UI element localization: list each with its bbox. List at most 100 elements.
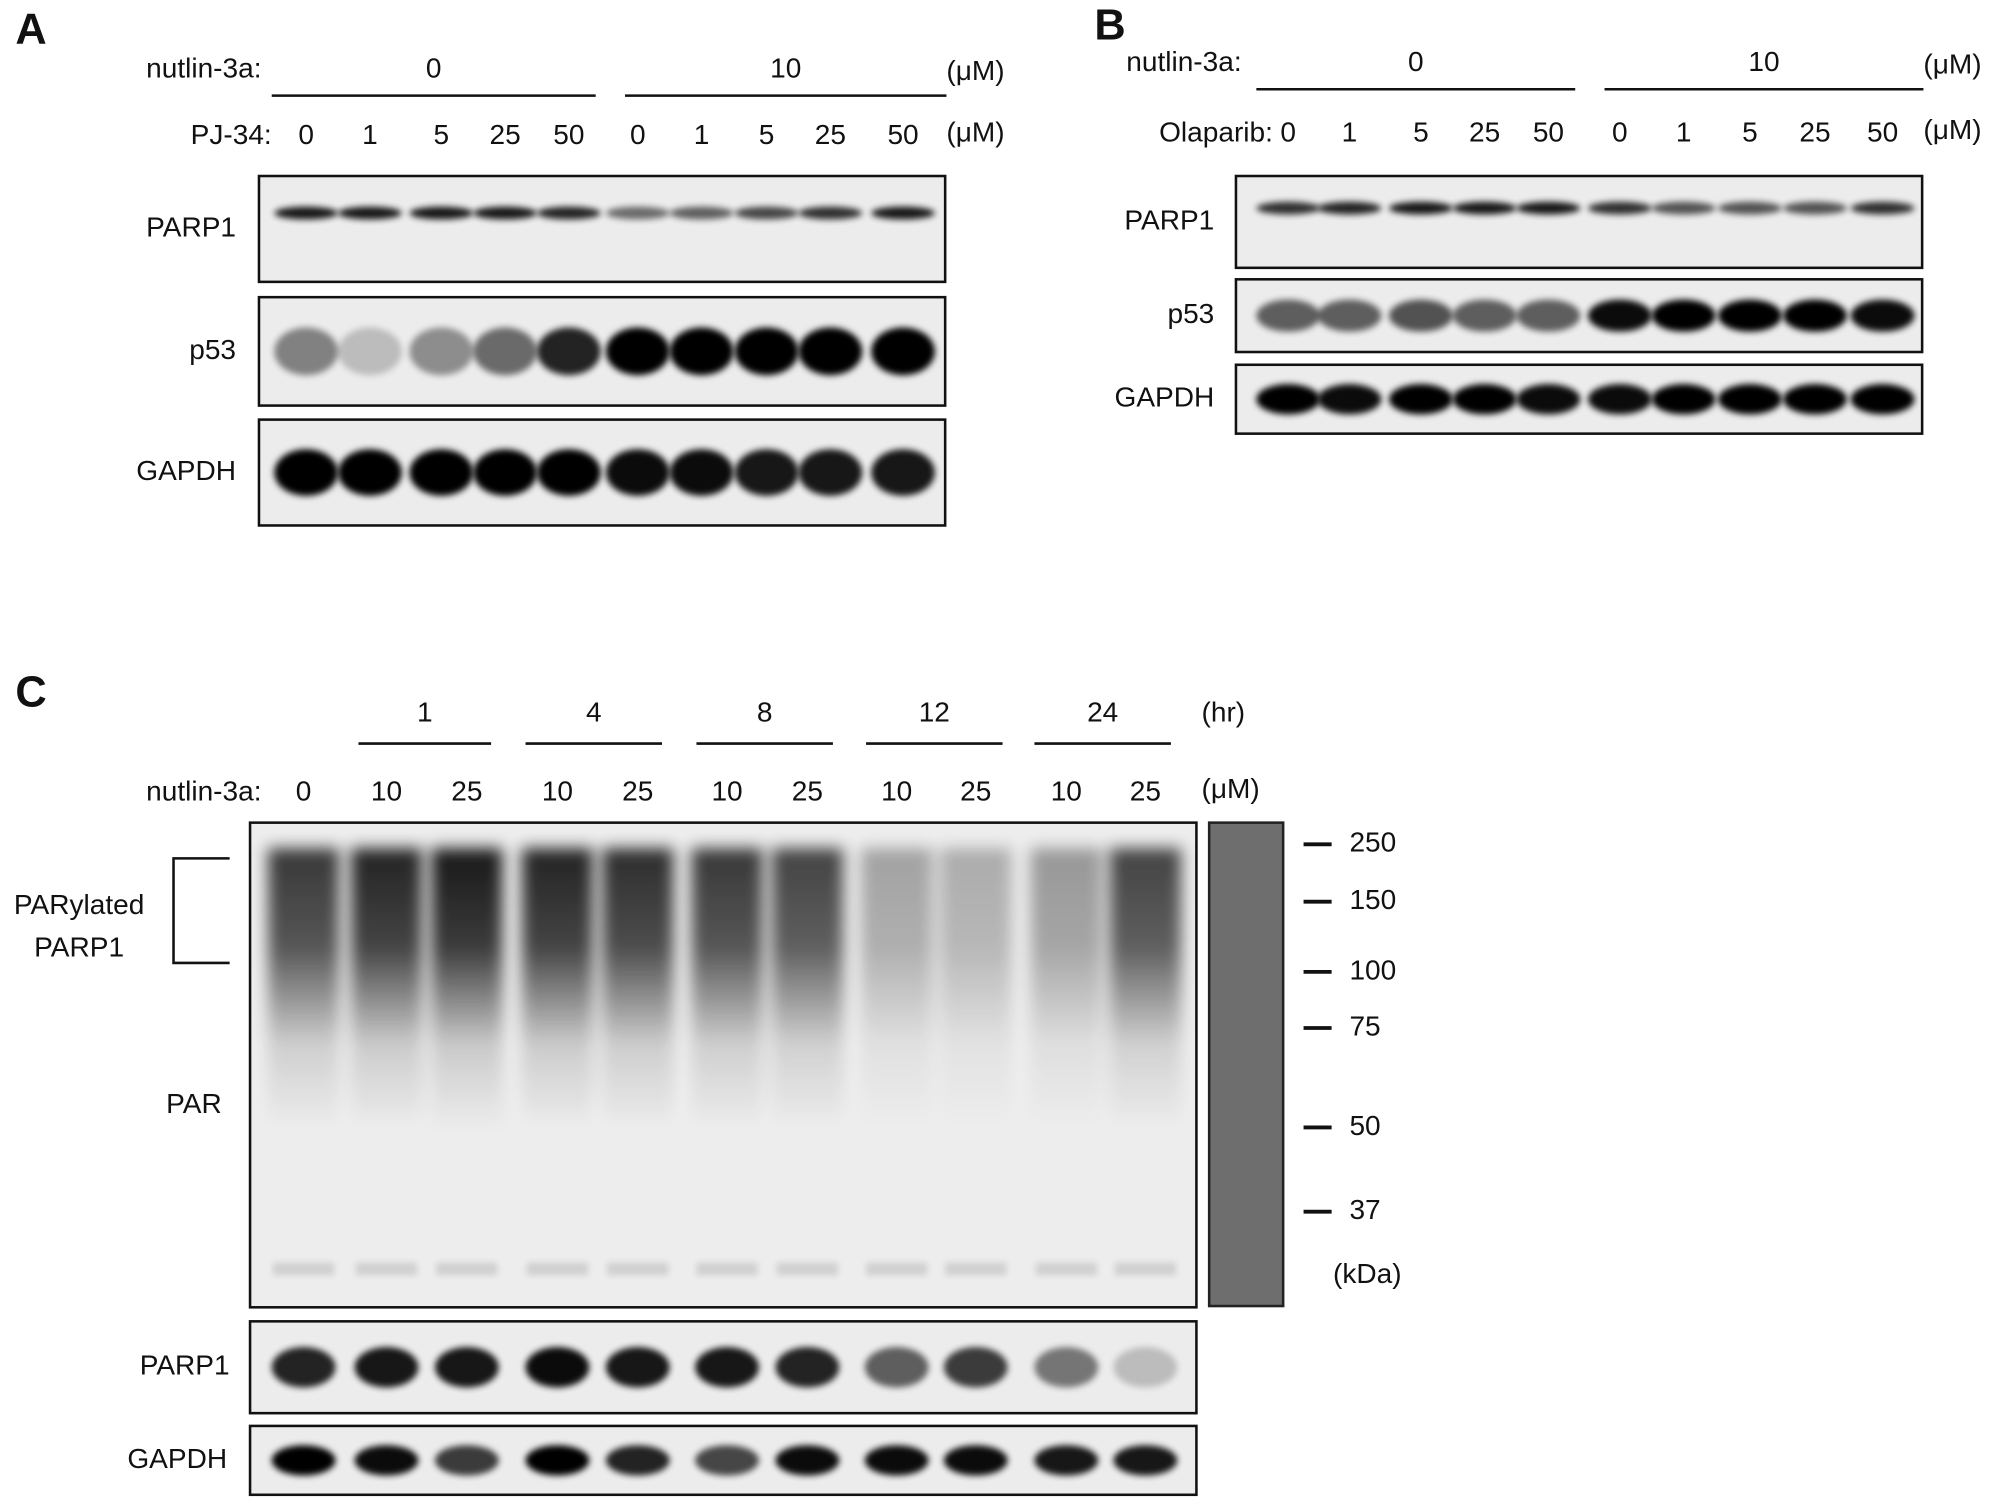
blot-frame bbox=[248, 1320, 1198, 1415]
band bbox=[409, 206, 474, 220]
faint-band bbox=[696, 1262, 758, 1276]
lane-label: 10 bbox=[711, 776, 742, 807]
lane-label: 1 bbox=[1676, 116, 1692, 147]
band bbox=[1850, 201, 1915, 215]
blot-label: PARP1 bbox=[1124, 204, 1214, 235]
band bbox=[338, 327, 402, 376]
blot-frame bbox=[1234, 363, 1924, 435]
lane-label: 5 bbox=[1742, 116, 1758, 147]
band bbox=[798, 327, 863, 376]
smear bbox=[771, 848, 844, 1129]
smear bbox=[1030, 848, 1103, 1129]
lane-label: 10 bbox=[1051, 776, 1082, 807]
band bbox=[1651, 201, 1716, 215]
band bbox=[473, 449, 538, 496]
band bbox=[798, 449, 863, 496]
band bbox=[274, 206, 339, 220]
marker-label: 150 bbox=[1349, 884, 1396, 915]
band bbox=[1389, 201, 1453, 215]
lane-label: 10 bbox=[542, 776, 573, 807]
band bbox=[1850, 384, 1915, 415]
row-label: nutlin-3a: bbox=[146, 776, 261, 807]
faint-band bbox=[607, 1262, 669, 1276]
lane-label: 25 bbox=[960, 776, 991, 807]
group-label: 12 bbox=[919, 697, 950, 728]
band bbox=[1516, 384, 1581, 415]
band bbox=[1587, 299, 1652, 332]
band bbox=[943, 1347, 1008, 1388]
band bbox=[943, 1445, 1008, 1476]
row-label: nutlin-3a: bbox=[146, 53, 261, 84]
lane-label: 0 bbox=[630, 119, 646, 150]
lane-label: 5 bbox=[759, 119, 775, 150]
marker-label: 250 bbox=[1349, 827, 1396, 858]
band bbox=[271, 1445, 336, 1476]
band bbox=[537, 327, 601, 376]
bands bbox=[267, 848, 1182, 1276]
blot-label: PAR bbox=[166, 1088, 222, 1119]
band bbox=[473, 206, 538, 220]
smear bbox=[691, 848, 763, 1129]
band bbox=[605, 1347, 670, 1388]
marker-unit: (kDa) bbox=[1333, 1258, 1402, 1289]
row-label: PJ-34: bbox=[191, 119, 272, 150]
band bbox=[1256, 384, 1321, 415]
band bbox=[1783, 201, 1847, 215]
band bbox=[1317, 384, 1382, 415]
blot-background bbox=[1235, 176, 1923, 268]
band bbox=[695, 1445, 759, 1476]
band bbox=[1516, 299, 1581, 332]
bands bbox=[274, 327, 935, 376]
lane-label: 25 bbox=[490, 119, 521, 150]
blot-label: PARP1 bbox=[140, 1350, 230, 1381]
bands bbox=[1256, 384, 1915, 415]
band bbox=[354, 1347, 419, 1388]
band bbox=[775, 1347, 840, 1388]
band bbox=[669, 206, 734, 220]
band bbox=[871, 206, 935, 220]
blot-label: p53 bbox=[1167, 298, 1214, 329]
band bbox=[473, 327, 538, 376]
bands bbox=[274, 206, 935, 220]
band bbox=[1452, 384, 1517, 415]
lane-label: 5 bbox=[434, 119, 450, 150]
lane-label: 0 bbox=[1612, 116, 1628, 147]
blot-label: PARP1 bbox=[146, 211, 236, 242]
bracket-label: PARylated bbox=[14, 889, 144, 920]
blot-label: GAPDH bbox=[127, 1443, 227, 1474]
blot-frame bbox=[1234, 174, 1924, 270]
smear bbox=[267, 848, 340, 1129]
blot-frame bbox=[248, 1424, 1198, 1497]
band bbox=[864, 1445, 929, 1476]
marker-label: 50 bbox=[1349, 1110, 1380, 1141]
band bbox=[434, 1445, 499, 1476]
bands bbox=[271, 1347, 1178, 1388]
smear bbox=[940, 848, 1012, 1129]
smear bbox=[860, 848, 933, 1129]
band bbox=[605, 327, 670, 376]
band bbox=[864, 1347, 929, 1388]
blot-label: GAPDH bbox=[136, 455, 236, 486]
marker-lane bbox=[1207, 821, 1285, 1308]
band bbox=[354, 1445, 419, 1476]
band bbox=[1317, 299, 1382, 332]
faint-band bbox=[1035, 1262, 1097, 1276]
lane-label: 50 bbox=[887, 119, 918, 150]
bracket bbox=[172, 857, 230, 965]
band bbox=[1850, 299, 1915, 332]
group-label: 4 bbox=[586, 697, 602, 728]
band bbox=[1783, 299, 1847, 332]
lane-label: 0 bbox=[1280, 116, 1296, 147]
lane-label: 25 bbox=[1799, 116, 1830, 147]
band bbox=[271, 1347, 336, 1388]
marker-label: 75 bbox=[1349, 1010, 1380, 1041]
band bbox=[669, 449, 734, 496]
faint-band bbox=[866, 1262, 928, 1276]
band bbox=[871, 327, 935, 376]
row-label: nutlin-3a: bbox=[1126, 46, 1241, 77]
band bbox=[1256, 201, 1321, 215]
band bbox=[734, 449, 799, 496]
smear bbox=[602, 848, 674, 1129]
unit-label: (μM) bbox=[946, 55, 1004, 86]
